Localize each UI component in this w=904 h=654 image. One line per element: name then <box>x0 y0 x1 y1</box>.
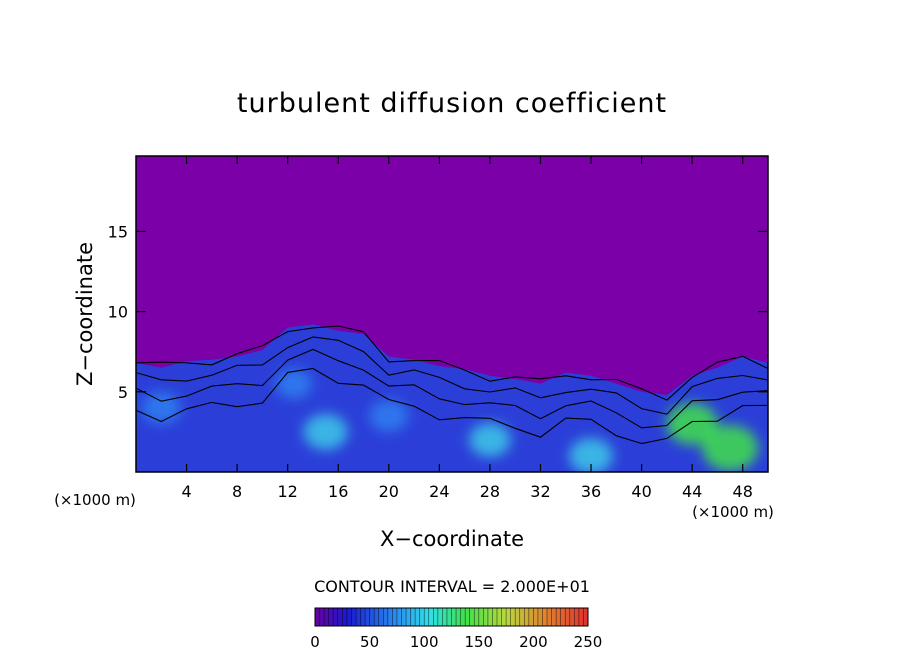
plot-area <box>136 156 768 472</box>
contour-interval-label: CONTOUR INTERVAL = 2.000E+01 <box>314 577 590 596</box>
x-tick-label: 32 <box>530 482 550 501</box>
x-tick-label: 36 <box>581 482 601 501</box>
x-tick-label: 8 <box>232 482 242 501</box>
x-tick-label: 40 <box>631 482 651 501</box>
colorbar-tick-label: 50 <box>360 633 379 651</box>
x-unit-right: (×1000 m) <box>692 503 774 521</box>
colorbar-tick-label: 100 <box>410 633 439 651</box>
energetic-region <box>369 399 409 432</box>
colorbar-bands <box>319 608 584 626</box>
x-tick-label: 24 <box>429 482 449 501</box>
x-tick-label: 16 <box>328 482 348 501</box>
y-tick-label: 5 <box>118 383 128 402</box>
x-tick-label: 4 <box>181 482 191 501</box>
x-unit-left: (×1000 m) <box>54 491 136 509</box>
contour-line <box>136 325 768 401</box>
energetic-regions <box>141 368 759 472</box>
colorbar-tick-label: 150 <box>464 633 493 651</box>
y-tick-label: 10 <box>108 303 128 322</box>
colorbar-ticks: 0 50 100 150 200 250 <box>310 633 602 651</box>
colorbar-tick-label: 250 <box>574 633 603 651</box>
energetic-region <box>141 391 181 424</box>
y-axis-label: Z−coordinate <box>73 242 97 386</box>
y-axis-ticks: 5 10 15 <box>108 222 768 402</box>
plot-frame <box>135 155 769 473</box>
turbulent-layer <box>136 324 768 472</box>
contour-lines <box>136 325 768 445</box>
x-tick-label: 28 <box>480 482 500 501</box>
energetic-region <box>303 413 348 450</box>
chart-title: turbulent diffusion coefficient <box>237 88 667 119</box>
energetic-region <box>702 424 759 471</box>
contour-line <box>136 348 768 429</box>
x-axis-ticks: 4 8 12 16 20 24 28 32 36 40 44 48 <box>181 156 753 501</box>
contour-line <box>136 336 768 415</box>
x-tick-label: 12 <box>278 482 298 501</box>
energetic-region <box>569 437 614 472</box>
energetic-region <box>469 422 511 457</box>
x-axis-label: X−coordinate <box>380 527 524 551</box>
colorbar-tick-label: 200 <box>519 633 548 651</box>
x-tick-label: 20 <box>379 482 399 501</box>
energetic-region <box>275 368 313 399</box>
y-tick-label: 15 <box>108 222 128 241</box>
x-tick-label: 48 <box>733 482 753 501</box>
colorbar-tick-label: 0 <box>310 633 320 651</box>
contour-line <box>136 367 768 445</box>
x-tick-label: 44 <box>682 482 702 501</box>
